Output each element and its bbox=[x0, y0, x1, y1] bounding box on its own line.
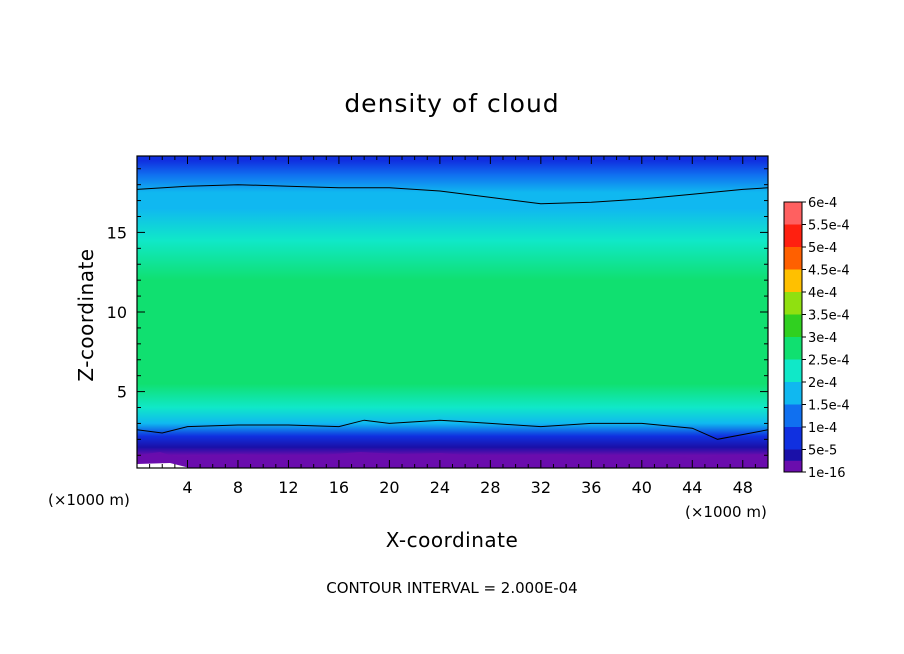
colorbar-label: 1.5e-4 bbox=[808, 399, 850, 414]
colorbar-swatch bbox=[784, 427, 802, 450]
x-unit-right: (×1000 m) bbox=[685, 503, 767, 521]
x-ticks: 4 8 12 16 20 24 28 32 36 40 44 48 bbox=[149, 156, 756, 497]
y-tick-label: 10 bbox=[107, 303, 127, 322]
lower-white-gap bbox=[137, 463, 190, 468]
colorbar-label: 5e-5 bbox=[808, 444, 837, 459]
colorbar-swatch bbox=[784, 314, 802, 337]
colorbar-swatch bbox=[784, 224, 802, 247]
colorbar-label: 1e-4 bbox=[808, 421, 837, 436]
x-tick-label: 20 bbox=[379, 478, 399, 497]
colorbar-label: 3e-4 bbox=[808, 331, 837, 346]
colorbar-label: 2e-4 bbox=[808, 376, 837, 391]
contour-lines bbox=[137, 184, 768, 440]
colorbar-swatch bbox=[784, 404, 802, 427]
chart-title: density of cloud bbox=[344, 89, 559, 118]
x-tick-label: 12 bbox=[278, 478, 298, 497]
contour-interval-note: CONTOUR INTERVAL = 2.000E-04 bbox=[326, 579, 577, 597]
colorbar-swatch bbox=[784, 382, 802, 405]
colorbar-label: 3.5e-4 bbox=[808, 309, 850, 324]
colorbar: 1e-16 5e-5 1e-4 1.5e-4 2e-4 2.5e-4 3e-4 3.5e-4 4… bbox=[783, 196, 850, 481]
colorbar-swatch bbox=[784, 247, 802, 270]
colorbar-swatch bbox=[784, 359, 802, 382]
colorbar-label: 2.5e-4 bbox=[808, 354, 850, 369]
y-tick-label: 5 bbox=[117, 383, 127, 402]
contour-line-1 bbox=[137, 184, 768, 205]
lower-purple-band bbox=[137, 452, 768, 468]
x-tick-label: 8 bbox=[233, 478, 243, 497]
x-tick-label: 40 bbox=[632, 478, 652, 497]
colorbar-label: 4.5e-4 bbox=[808, 264, 850, 279]
x-tick-label: 48 bbox=[733, 478, 753, 497]
colorbar-label: 6e-4 bbox=[808, 196, 837, 211]
x-tick-label: 32 bbox=[531, 478, 551, 497]
y-tick-label: 15 bbox=[107, 223, 127, 242]
x-axis-title: X-coordinate bbox=[386, 528, 519, 552]
colorbar-label: 5.5e-4 bbox=[808, 219, 850, 234]
colorbar-swatch-base bbox=[784, 460, 802, 472]
contour-line-0 bbox=[137, 419, 768, 440]
colorbar-swatch bbox=[784, 202, 802, 225]
density-field bbox=[137, 156, 768, 468]
x-tick-label: 4 bbox=[182, 478, 192, 497]
colorbar-label: 4e-4 bbox=[808, 286, 837, 301]
y-ticks: 5 10 15 bbox=[107, 168, 768, 456]
colorbar-swatch bbox=[784, 337, 802, 360]
colorbar-swatch bbox=[784, 292, 802, 315]
x-tick-label: 44 bbox=[682, 478, 702, 497]
x-unit-left: (×1000 m) bbox=[48, 491, 130, 509]
x-tick-label: 24 bbox=[430, 478, 450, 497]
y-axis-title: Z-coordinate bbox=[74, 248, 98, 381]
x-tick-label: 36 bbox=[581, 478, 601, 497]
x-tick-label: 16 bbox=[329, 478, 349, 497]
x-tick-label: 28 bbox=[480, 478, 500, 497]
plot-area bbox=[137, 156, 768, 468]
colorbar-label: 1e-16 bbox=[808, 466, 846, 481]
colorbar-label: 5e-4 bbox=[808, 241, 837, 256]
colorbar-swatch bbox=[784, 269, 802, 292]
